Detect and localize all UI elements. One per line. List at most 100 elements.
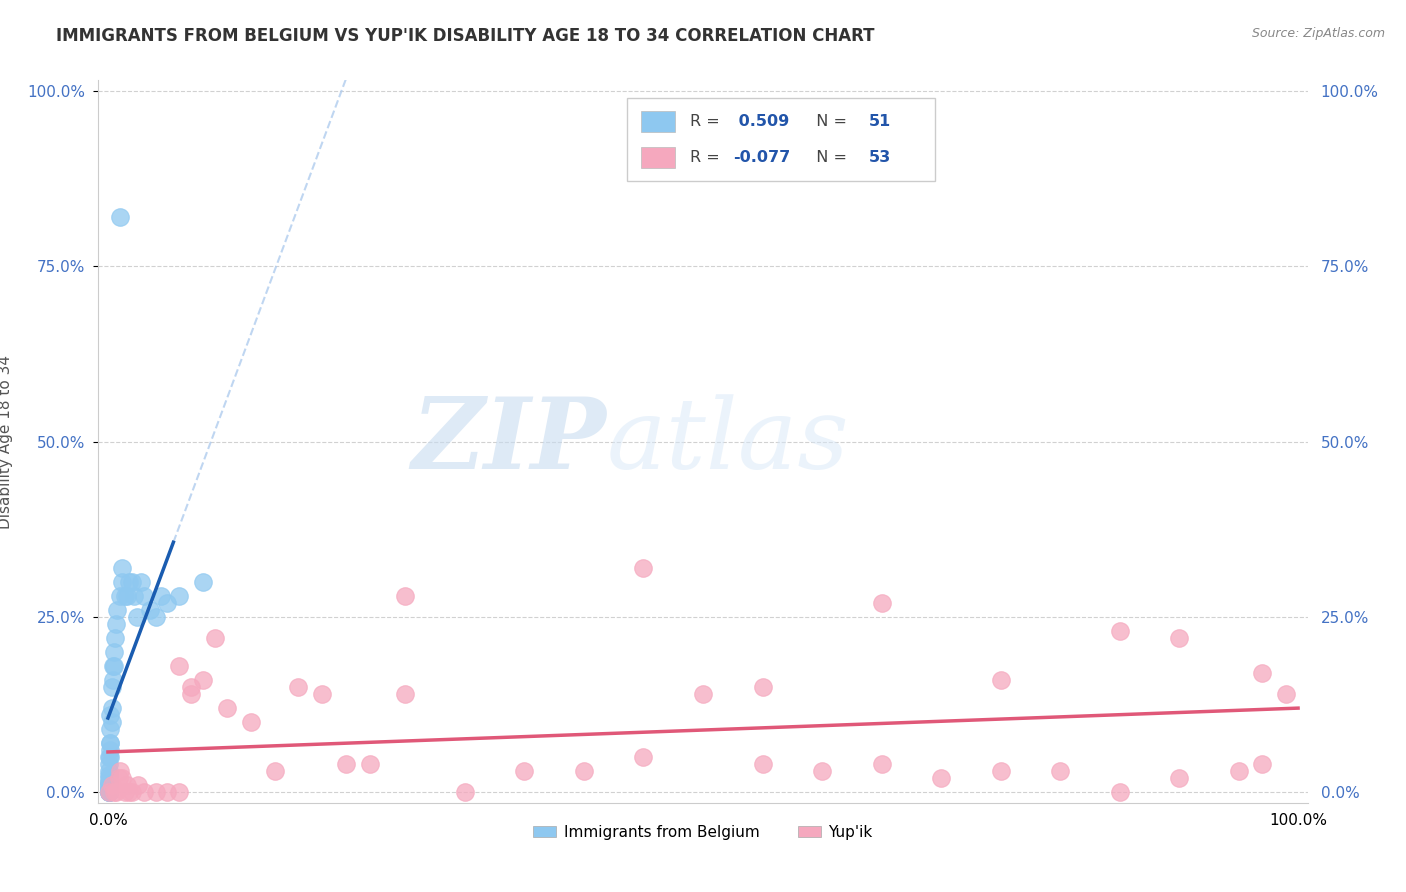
Point bbox=[98, 736, 121, 750]
Point bbox=[1049, 764, 1071, 779]
Text: 51: 51 bbox=[869, 114, 891, 129]
Point bbox=[191, 673, 214, 687]
Point bbox=[98, 774, 121, 789]
Point bbox=[108, 764, 131, 779]
Point bbox=[97, 781, 120, 796]
Point bbox=[121, 785, 143, 799]
Point bbox=[1275, 687, 1298, 701]
Text: atlas: atlas bbox=[606, 394, 849, 489]
Point bbox=[107, 603, 129, 617]
Point bbox=[98, 757, 121, 772]
Point bbox=[1168, 771, 1191, 785]
Point bbox=[111, 561, 134, 575]
Point bbox=[98, 768, 121, 782]
Point bbox=[127, 778, 149, 792]
Text: N =: N = bbox=[806, 150, 852, 165]
Point bbox=[204, 631, 226, 645]
Point bbox=[394, 589, 416, 603]
Point bbox=[990, 764, 1012, 779]
Point bbox=[145, 610, 167, 624]
Text: Source: ZipAtlas.com: Source: ZipAtlas.com bbox=[1251, 27, 1385, 40]
Text: ZIP: ZIP bbox=[412, 393, 606, 490]
Point bbox=[394, 687, 416, 701]
Point bbox=[100, 778, 122, 792]
Point bbox=[97, 785, 120, 799]
Y-axis label: Disability Age 18 to 34: Disability Age 18 to 34 bbox=[0, 354, 13, 529]
Point bbox=[97, 774, 120, 789]
Point bbox=[98, 736, 121, 750]
Point bbox=[692, 687, 714, 701]
Point bbox=[98, 750, 121, 764]
Point bbox=[263, 764, 285, 779]
Point bbox=[111, 771, 134, 785]
Point bbox=[287, 680, 309, 694]
Point bbox=[169, 785, 191, 799]
Point bbox=[97, 785, 120, 799]
Text: -0.077: -0.077 bbox=[734, 150, 790, 165]
Point bbox=[107, 771, 129, 785]
Point bbox=[98, 750, 121, 764]
FancyBboxPatch shape bbox=[641, 147, 675, 169]
Point bbox=[1108, 624, 1130, 638]
Text: 0.509: 0.509 bbox=[734, 114, 790, 129]
Point bbox=[1251, 666, 1274, 681]
Text: N =: N = bbox=[806, 114, 852, 129]
FancyBboxPatch shape bbox=[627, 98, 935, 181]
Point bbox=[156, 785, 179, 799]
Point bbox=[97, 778, 120, 792]
Point bbox=[103, 659, 125, 673]
Point bbox=[97, 781, 120, 796]
Point bbox=[929, 771, 952, 785]
Point bbox=[104, 631, 127, 645]
Point bbox=[990, 673, 1012, 687]
Point bbox=[101, 659, 124, 673]
Point bbox=[98, 743, 121, 757]
Point bbox=[633, 561, 655, 575]
Point bbox=[180, 680, 202, 694]
Point bbox=[572, 764, 595, 779]
FancyBboxPatch shape bbox=[641, 111, 675, 132]
Text: R =: R = bbox=[690, 114, 724, 129]
Point bbox=[118, 785, 141, 799]
Text: IMMIGRANTS FROM BELGIUM VS YUP'IK DISABILITY AGE 18 TO 34 CORRELATION CHART: IMMIGRANTS FROM BELGIUM VS YUP'IK DISABI… bbox=[56, 27, 875, 45]
Point bbox=[239, 715, 262, 730]
Legend: Immigrants from Belgium, Yup'ik: Immigrants from Belgium, Yup'ik bbox=[527, 819, 879, 846]
Point bbox=[122, 589, 145, 603]
Point bbox=[118, 574, 141, 589]
Point bbox=[180, 687, 202, 701]
Point bbox=[751, 757, 773, 772]
Point bbox=[751, 680, 773, 694]
Point bbox=[138, 603, 160, 617]
Point bbox=[1108, 785, 1130, 799]
Point bbox=[101, 673, 124, 687]
Point bbox=[105, 785, 128, 799]
Point bbox=[115, 778, 138, 792]
Point bbox=[454, 785, 477, 799]
Point bbox=[870, 757, 893, 772]
Text: R =: R = bbox=[690, 150, 724, 165]
Point bbox=[633, 750, 655, 764]
Point bbox=[114, 589, 136, 603]
Point bbox=[335, 757, 357, 772]
Point bbox=[145, 785, 167, 799]
Point bbox=[1168, 631, 1191, 645]
Point bbox=[98, 778, 121, 792]
Point bbox=[150, 589, 173, 603]
Point bbox=[811, 764, 834, 779]
Point bbox=[132, 589, 155, 603]
Point bbox=[129, 574, 152, 589]
Point bbox=[98, 781, 121, 796]
Point bbox=[125, 610, 148, 624]
Point bbox=[1251, 757, 1274, 772]
Point bbox=[111, 574, 134, 589]
Point bbox=[513, 764, 536, 779]
Point bbox=[114, 785, 136, 799]
Point bbox=[98, 785, 121, 799]
Point bbox=[103, 785, 125, 799]
Point bbox=[132, 785, 155, 799]
Point bbox=[98, 722, 121, 736]
Point bbox=[191, 574, 214, 589]
Point bbox=[215, 701, 238, 715]
Point bbox=[108, 589, 131, 603]
Point bbox=[98, 785, 121, 799]
